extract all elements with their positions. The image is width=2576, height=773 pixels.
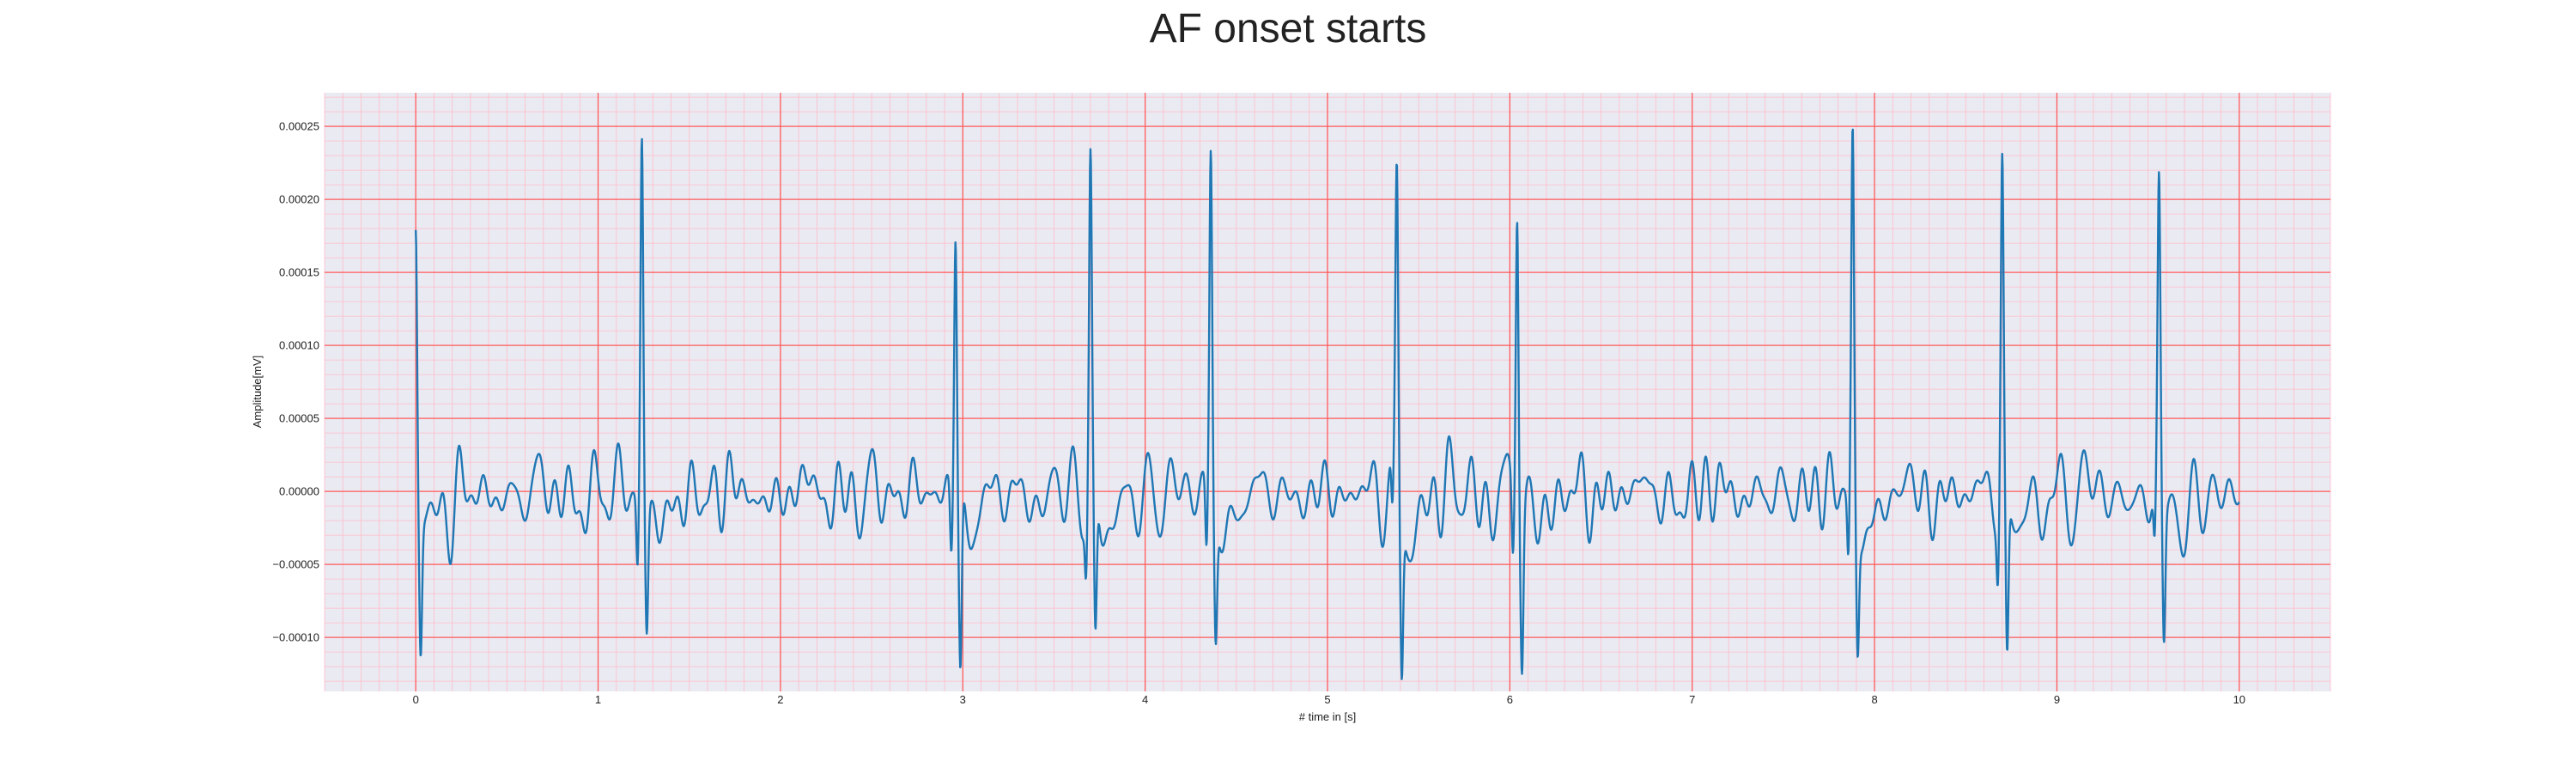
x-tick-label: 7 [1689,693,1695,706]
y-tick-label: −0.00010 [272,631,319,644]
x-tick-labels: 0 1 2 3 4 5 6 7 8 9 10 [413,693,2245,706]
x-tick-label: 10 [2233,693,2245,706]
x-axis-label: # time in [s] [1299,710,1356,723]
x-tick-label: 4 [1142,693,1148,706]
x-tick-label: 9 [2054,693,2060,706]
y-tick-label: −0.00005 [272,558,319,571]
y-tick-label: 0.00005 [279,412,319,425]
x-tick-label: 5 [1324,693,1330,706]
x-tick-label: 1 [595,693,601,706]
x-tick-label: 2 [777,693,783,706]
y-axis-label: Amplitude[mV] [251,356,264,429]
x-tick-label: 3 [960,693,966,706]
y-tick-label: 0.00015 [279,266,319,279]
x-tick-label: 6 [1507,693,1513,706]
y-tick-label: 0.00000 [279,485,319,498]
y-tick-label: 0.00020 [279,193,319,206]
y-tick-labels: −0.00010 −0.00005 0.00000 0.00005 0.00010 0.0… [272,120,319,644]
chart-title: AF onset starts [1149,6,1427,52]
y-tick-label: 0.00010 [279,339,319,352]
y-tick-label: 0.00025 [279,120,319,133]
ecg-signal-line [414,128,2240,680]
major-grid [325,93,2330,691]
x-tick-label: 8 [1871,693,1877,706]
x-tick-label: 0 [413,693,419,706]
